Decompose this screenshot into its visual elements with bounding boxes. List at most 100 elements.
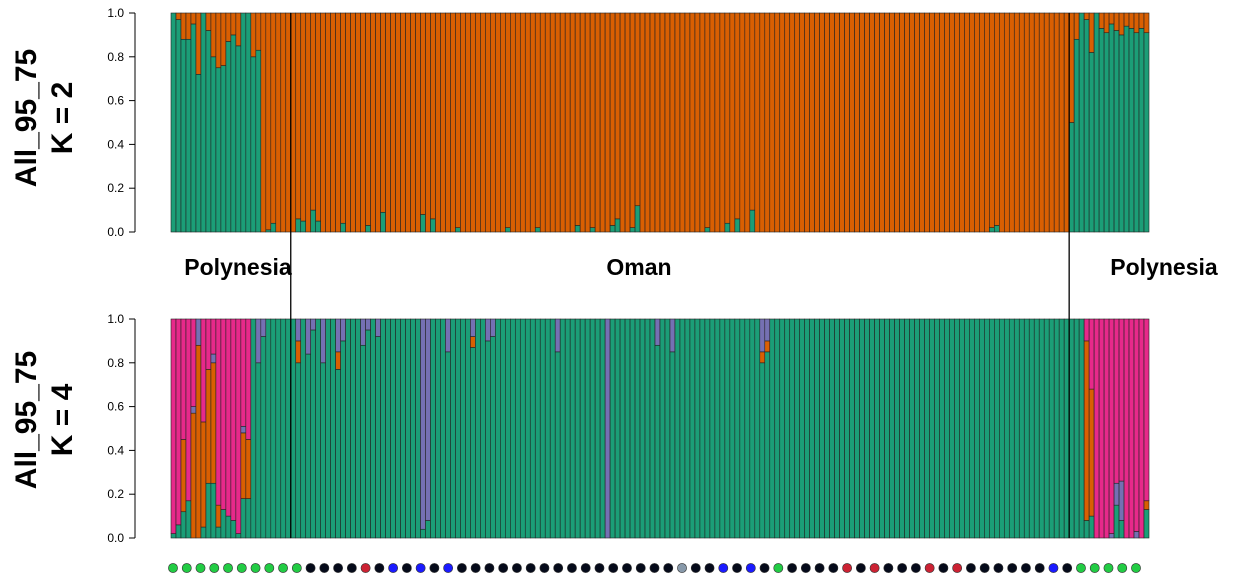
bar-segment xyxy=(554,318,561,353)
bar-segment xyxy=(519,12,526,233)
bar-segment xyxy=(190,318,197,407)
individual-bar xyxy=(195,318,202,539)
individual-bar xyxy=(809,318,815,539)
bar-segment xyxy=(505,12,511,228)
bar-segment xyxy=(335,351,341,370)
individual-bar xyxy=(205,318,212,539)
bar-segment xyxy=(235,318,242,534)
individual-bar xyxy=(854,12,860,233)
individual-bar xyxy=(699,12,706,233)
y-tick-label: 0.2 xyxy=(107,487,124,501)
bar-segment xyxy=(664,318,671,539)
individual-bar xyxy=(689,318,696,539)
individual-bar xyxy=(684,12,691,233)
bar-segment xyxy=(200,421,207,528)
individual-bar xyxy=(1078,12,1085,233)
sample-marker xyxy=(319,563,330,573)
bar-segment xyxy=(759,12,766,233)
bar-segment xyxy=(1053,12,1060,233)
bar-segment xyxy=(1113,12,1120,31)
individual-bar xyxy=(345,318,351,539)
bar-segment xyxy=(225,318,232,517)
individual-bar xyxy=(1098,318,1105,539)
bar-segment xyxy=(744,12,751,233)
individual-bar xyxy=(669,318,676,539)
individual-bar xyxy=(914,318,920,539)
bar-segment xyxy=(539,318,546,539)
individual-bar xyxy=(1053,12,1060,233)
individual-bar xyxy=(819,12,825,233)
bar-segment xyxy=(385,318,391,539)
bar-segment xyxy=(435,318,441,539)
bar-segment xyxy=(190,406,197,414)
bar-segment xyxy=(230,34,237,233)
bar-segment xyxy=(1113,482,1120,506)
bar-segment xyxy=(829,12,835,233)
bar-segment xyxy=(689,12,696,233)
individual-bar xyxy=(185,12,192,233)
individual-bar xyxy=(524,12,531,233)
region-boundaries xyxy=(290,13,1070,538)
bar-segment xyxy=(1003,12,1010,233)
individual-bar xyxy=(420,12,426,233)
individual-bar xyxy=(305,318,312,539)
bar-segment xyxy=(430,12,436,220)
bar-segment xyxy=(455,318,461,539)
individual-bar xyxy=(1003,12,1010,233)
sample-marker xyxy=(388,563,399,573)
bar-segment xyxy=(729,318,736,539)
individual-bar xyxy=(764,12,771,233)
bar-segment xyxy=(704,318,711,539)
individual-bar xyxy=(1133,318,1140,539)
bar-segment xyxy=(370,318,376,539)
sample-marker xyxy=(484,563,495,573)
bar-segment xyxy=(305,353,312,539)
bar-segment xyxy=(1143,509,1150,539)
sample-marker xyxy=(456,563,467,573)
bar-segment xyxy=(869,318,875,539)
individual-bar xyxy=(624,318,631,539)
bar-segment xyxy=(180,439,187,513)
bar-segment xyxy=(360,12,366,233)
bar-segment xyxy=(529,12,536,233)
bar-segment xyxy=(819,12,825,233)
individual-bar xyxy=(604,12,611,233)
bar-segment xyxy=(734,12,741,220)
bar-segment xyxy=(1008,12,1015,233)
bar-segment xyxy=(390,12,396,233)
bar-segment xyxy=(749,12,756,211)
individual-bar xyxy=(799,12,806,233)
bar-segment xyxy=(1013,12,1020,233)
individual-bar xyxy=(854,318,860,539)
individual-bar xyxy=(739,12,746,233)
individual-bar xyxy=(285,12,292,233)
individual-bar xyxy=(310,12,317,233)
bar-segment xyxy=(1063,12,1070,233)
bar-segment xyxy=(1083,12,1090,20)
bar-segment xyxy=(614,318,621,539)
bar-segment xyxy=(425,520,431,539)
individual-bar xyxy=(804,318,810,539)
individual-bar xyxy=(774,318,781,539)
bar-segment xyxy=(769,12,776,233)
individual-bar xyxy=(949,12,955,233)
bar-segment xyxy=(819,318,825,539)
bar-segment xyxy=(879,12,885,233)
individual-bar xyxy=(1103,12,1110,233)
individual-bar xyxy=(919,12,925,233)
sample-marker xyxy=(704,563,715,573)
sample-marker xyxy=(195,563,206,573)
sample-marker xyxy=(1103,563,1114,573)
sample-marker xyxy=(1062,563,1073,573)
bar-segment xyxy=(1028,12,1035,233)
individual-bar xyxy=(634,12,641,233)
individual-bar xyxy=(1048,318,1055,539)
individual-bar xyxy=(804,12,810,233)
bar-segment xyxy=(1088,318,1095,390)
sample-marker xyxy=(828,563,839,573)
bar-segment xyxy=(370,12,376,233)
bar-segment xyxy=(380,211,386,233)
bar-segment xyxy=(999,318,1005,539)
bar-segment xyxy=(809,318,815,539)
individual-bar xyxy=(185,318,192,539)
